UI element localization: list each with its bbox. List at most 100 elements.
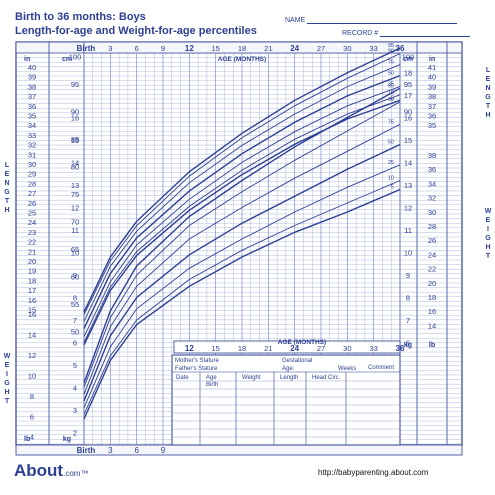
right-kg-tick: 16: [404, 114, 412, 123]
table-column-header: Length: [280, 375, 298, 381]
right-inch-tick: 37: [428, 102, 436, 111]
right-cm-tick: 90: [404, 107, 412, 116]
length-label-50: 50: [388, 71, 394, 77]
record-label: RECORD #: [342, 30, 379, 37]
weight-label-50: 50: [388, 140, 394, 146]
top-x-tick-label: 15: [211, 44, 219, 53]
right-kg-tick: 9: [406, 271, 410, 280]
left-inch-tick: 37: [28, 92, 36, 101]
length-axis-title: AGE (MONTHS): [218, 56, 266, 63]
right-lb-tick: 26: [428, 236, 436, 245]
right-lb-tick: 18: [428, 293, 436, 302]
left-inch-tick: 19: [28, 267, 36, 276]
left-lb-tick: 6: [30, 412, 34, 421]
lower-age-band: [173, 340, 401, 354]
right-lb-tick: 22: [428, 265, 436, 274]
lower-axis-title: AGE (MONTHS): [278, 339, 326, 346]
left-cm-tick: 65: [71, 245, 79, 254]
right-inch-tick: 35: [428, 121, 436, 130]
left-kg-tick: 11: [71, 226, 79, 235]
first-row-age: Birth: [206, 382, 218, 388]
name-field[interactable]: NAME: [285, 17, 458, 24]
left-inch-tick: 28: [28, 179, 36, 188]
lower-x-tick-label: 12: [185, 344, 194, 353]
right-lb-tick: 14: [428, 321, 436, 330]
left-kg-tick: 13: [71, 181, 79, 190]
lower-x-tick-label: 15: [211, 344, 219, 353]
right-inch-tick: 41: [428, 63, 436, 72]
top-x-tick-label: 27: [317, 44, 325, 53]
right-kg-tick: 17: [404, 91, 412, 100]
left-in-unit: in: [24, 56, 30, 63]
weight-curve-90: [83, 101, 401, 388]
left-lb-tick: 14: [28, 331, 36, 340]
bottom-x-tick-label: 9: [161, 446, 166, 455]
left-kg-tick: 14: [71, 159, 79, 168]
left-cm-tick: 70: [71, 217, 79, 226]
bottom-x-tick-label: 6: [134, 446, 139, 455]
right-cm-unit: cm: [403, 56, 413, 63]
weight-label-10: 10: [388, 176, 394, 182]
record-line: [380, 36, 471, 37]
left-inch-tick: 29: [28, 170, 36, 179]
length-curve-75: [83, 64, 401, 322]
weight-label-25: 25: [388, 160, 394, 166]
left-cm-tick: 50: [71, 327, 79, 336]
top-x-tick-label: 6: [135, 44, 139, 53]
table-column-header: Date: [176, 375, 189, 381]
left-cm-tick: 85: [71, 135, 79, 144]
weight-label-95: 95: [388, 83, 394, 89]
left-kg-tick: 2: [73, 429, 77, 438]
right-kg-tick: 6: [406, 339, 410, 348]
left-inch-tick: 33: [28, 131, 36, 140]
weight-curve-95: [83, 87, 401, 384]
left-inch-tick: 34: [28, 121, 36, 130]
right-inch-tick: 38: [428, 92, 436, 101]
left-inch-tick: 31: [28, 150, 36, 159]
left-inch-tick: 15: [28, 306, 36, 315]
brand-tm: ™: [80, 469, 89, 478]
right-kg-tick: 14: [404, 159, 412, 168]
left-kg-tick: 4: [73, 384, 77, 393]
left-inch-tick: 18: [28, 276, 36, 285]
gestational-label: Gestational: [282, 358, 312, 364]
right-lb-tick: 30: [428, 208, 436, 217]
name-line: [307, 23, 458, 24]
right-kg-tick: 13: [404, 181, 412, 190]
bottom-x-tick-label: Birth: [77, 446, 96, 455]
top-x-tick-label: Birth: [77, 44, 96, 53]
brand-text: About: [14, 461, 64, 480]
right-lb-tick: 32: [428, 194, 436, 203]
lower-x-tick-label: 30: [343, 344, 351, 353]
left-kg-tick: 6: [73, 339, 77, 348]
left-kg-tick: 9: [73, 271, 77, 280]
right-lb-tick: 36: [428, 165, 436, 174]
length-curve-10: [83, 94, 401, 343]
chart-title-line1: Birth to 36 months: Boys: [15, 11, 146, 23]
weight-curve-75: [83, 123, 401, 395]
left-cm-tick: 60: [71, 272, 79, 281]
right-lb-tick: 38: [428, 151, 436, 160]
father-stature-label: Father's Stature: [175, 366, 218, 372]
right-kg-tick: 11: [404, 226, 412, 235]
bottom-lb-unit: lb: [24, 436, 30, 443]
left-kg-tick: 5: [73, 361, 77, 370]
top-x-tick-label: 18: [238, 44, 246, 53]
left-lb-tick: 10: [28, 371, 36, 380]
lower-x-tick-label: 36: [396, 344, 405, 353]
length-label-75: 75: [388, 60, 394, 66]
name-label: NAME: [285, 17, 306, 24]
left-inch-tick: 16: [28, 296, 36, 305]
length-curve-90: [83, 53, 401, 315]
record-field[interactable]: RECORD #: [342, 30, 471, 37]
left-lb-tick: 4: [30, 433, 34, 442]
right-inch-tick: 39: [428, 82, 436, 91]
right-kg-tick: 7: [406, 316, 410, 325]
left-inch-tick: 24: [28, 218, 36, 227]
gestational-age-label: Age:: [282, 366, 295, 372]
weight-curve-10: [83, 180, 401, 415]
